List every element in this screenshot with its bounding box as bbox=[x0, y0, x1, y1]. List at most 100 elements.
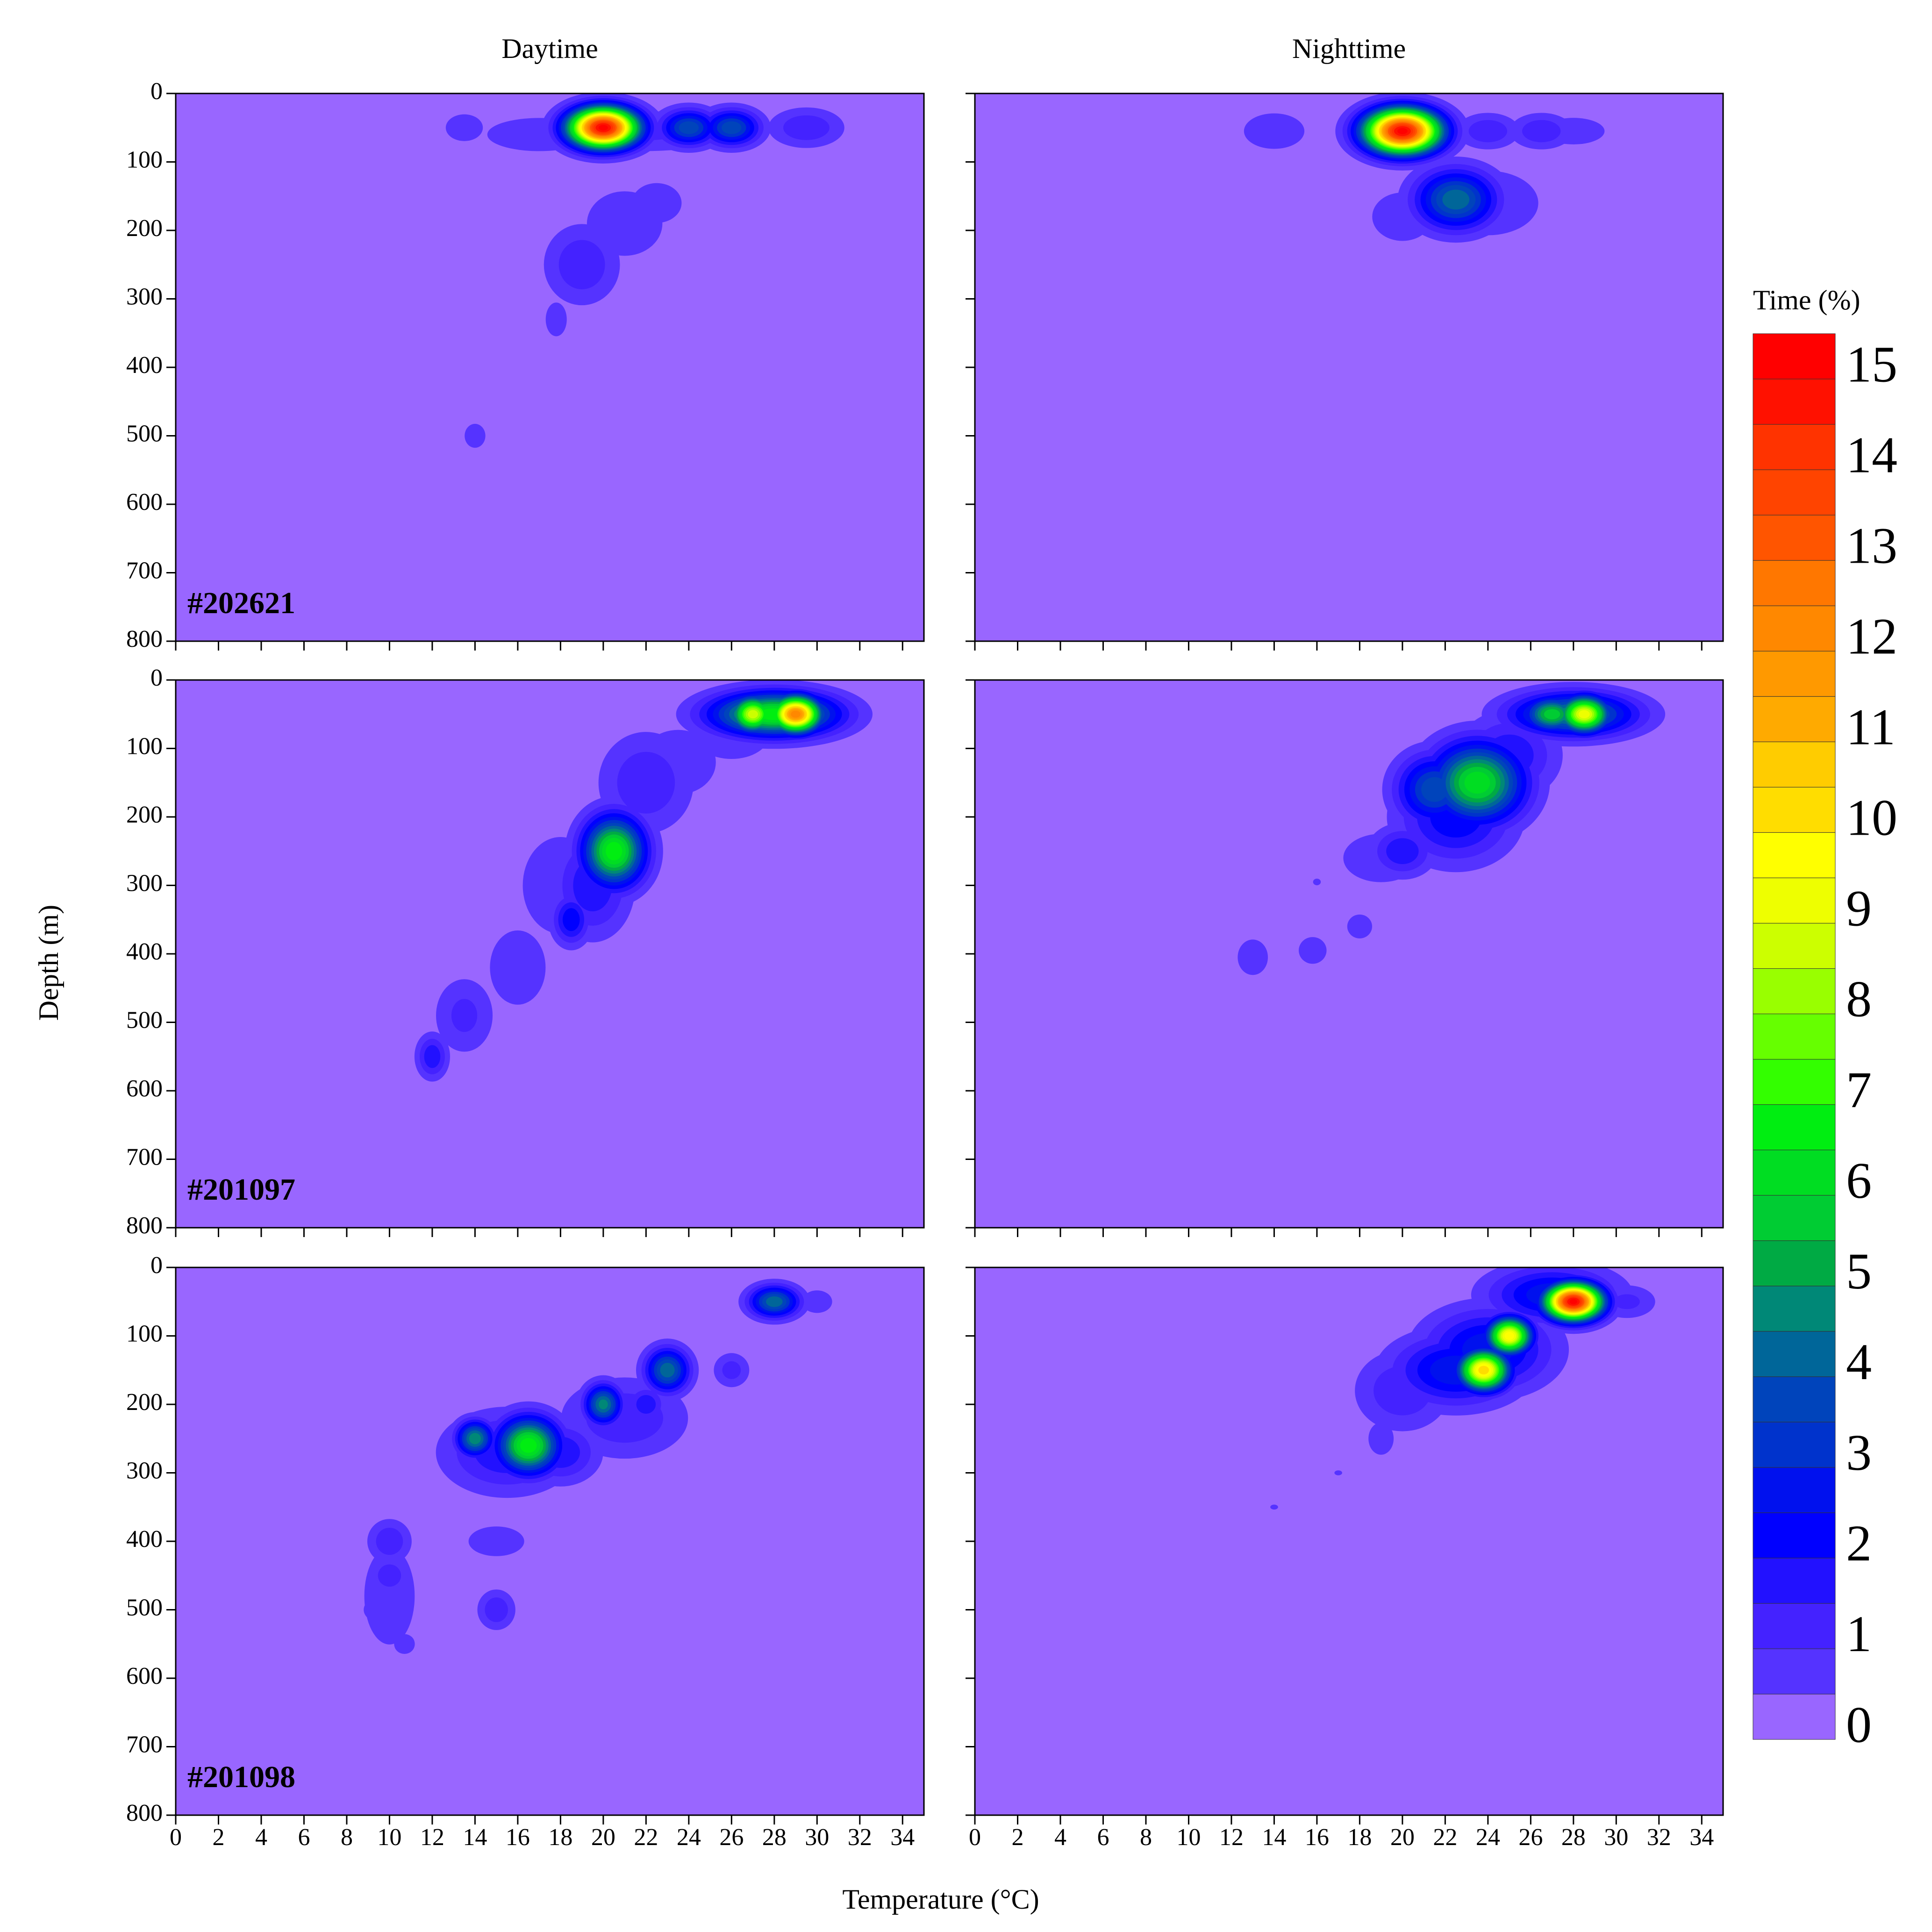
contour-band bbox=[1468, 120, 1508, 143]
colorbar-band bbox=[1753, 515, 1836, 561]
y-axis-label: Depth (m) bbox=[33, 905, 64, 1021]
y-tick-label: 500 bbox=[126, 420, 163, 447]
x-tick-label: 0 bbox=[969, 1824, 981, 1851]
y-tick-label: 700 bbox=[126, 557, 163, 584]
contour-band bbox=[376, 1527, 403, 1555]
y-tick-label: 700 bbox=[126, 1731, 163, 1758]
colorbar-band bbox=[1753, 832, 1836, 878]
colorbar-band bbox=[1753, 1240, 1836, 1287]
contour-band bbox=[1421, 777, 1448, 802]
contour-band bbox=[378, 1564, 401, 1587]
contour-band bbox=[1334, 1470, 1342, 1475]
colorbar-tick-label: 7 bbox=[1846, 1061, 1872, 1118]
colorbar-band bbox=[1753, 469, 1836, 515]
colorbar-band bbox=[1753, 741, 1836, 787]
y-tick-label: 700 bbox=[126, 1144, 163, 1170]
colorbar-tick-label: 11 bbox=[1846, 699, 1896, 756]
x-tick-label: 16 bbox=[1305, 1824, 1329, 1851]
colorbar-band bbox=[1753, 1512, 1836, 1559]
contour-band bbox=[1478, 1366, 1489, 1374]
y-tick-label: 100 bbox=[126, 146, 163, 173]
x-tick-label: 20 bbox=[591, 1824, 615, 1851]
x-tick-label: 4 bbox=[1054, 1824, 1066, 1851]
contour-band bbox=[636, 1395, 656, 1414]
y-tick-label: 200 bbox=[126, 1389, 163, 1416]
colorbar-band bbox=[1753, 1104, 1836, 1151]
x-tick-label: 34 bbox=[890, 1824, 915, 1851]
contour-band bbox=[1542, 118, 1605, 144]
contour-band bbox=[562, 908, 580, 931]
plot-background bbox=[176, 680, 924, 1228]
plot-background bbox=[975, 1267, 1723, 1815]
contour-band bbox=[617, 751, 675, 814]
x-tick-label: 0 bbox=[170, 1824, 182, 1851]
y-tick-label: 400 bbox=[126, 352, 163, 379]
contour-band bbox=[1238, 939, 1268, 975]
contour-band bbox=[1313, 879, 1321, 886]
x-tick-label: 4 bbox=[255, 1824, 267, 1851]
colorbar-band bbox=[1753, 877, 1836, 923]
colorbar-band bbox=[1753, 923, 1836, 969]
colorbar-band bbox=[1753, 1648, 1836, 1695]
contour-layer bbox=[1244, 93, 1605, 243]
x-tick-label: 12 bbox=[1219, 1824, 1244, 1851]
colorbar-tick-label: 15 bbox=[1846, 336, 1897, 393]
panel-label: #202621 bbox=[187, 586, 295, 620]
column-title: Nighttime bbox=[1292, 33, 1406, 64]
contour-band bbox=[1504, 1332, 1514, 1340]
colorbar-tick-label: 2 bbox=[1846, 1515, 1872, 1572]
colorbar-title: Time (%) bbox=[1753, 285, 1860, 315]
colorbar-band bbox=[1753, 379, 1836, 425]
contour-band bbox=[1298, 937, 1327, 964]
contour-band bbox=[1614, 1294, 1640, 1309]
contour-band bbox=[445, 114, 483, 141]
contour-band bbox=[722, 1361, 741, 1379]
contour-layer bbox=[1270, 1267, 1655, 1510]
y-tick-label: 800 bbox=[126, 626, 163, 652]
x-tick-label: 2 bbox=[212, 1824, 224, 1851]
contour-band bbox=[1347, 914, 1372, 938]
colorbar-band bbox=[1753, 1331, 1836, 1377]
y-tick-label: 300 bbox=[126, 870, 163, 896]
contour-band bbox=[1442, 189, 1470, 210]
x-tick-label: 30 bbox=[1604, 1824, 1628, 1851]
y-tick-label: 500 bbox=[126, 1007, 163, 1033]
colorbar-tick-label: 4 bbox=[1846, 1333, 1872, 1390]
colorbar-band bbox=[1753, 1286, 1836, 1332]
x-tick-label: 6 bbox=[1097, 1824, 1109, 1851]
panel-label: #201098 bbox=[187, 1760, 295, 1794]
y-tick-label: 400 bbox=[126, 938, 163, 965]
contour-band bbox=[606, 842, 623, 860]
colorbar-tick-label: 0 bbox=[1846, 1696, 1872, 1753]
contour-band bbox=[364, 1547, 415, 1645]
contour-band bbox=[364, 1597, 394, 1622]
contour-band bbox=[1270, 1504, 1278, 1510]
y-tick-label: 100 bbox=[126, 1320, 163, 1347]
contour-band bbox=[791, 710, 801, 718]
x-tick-label: 6 bbox=[298, 1824, 310, 1851]
contour-band bbox=[394, 1634, 415, 1654]
contour-band bbox=[485, 1597, 508, 1622]
x-tick-label: 32 bbox=[1647, 1824, 1671, 1851]
contour-band bbox=[1244, 113, 1305, 149]
x-tick-label: 22 bbox=[1433, 1824, 1457, 1851]
contour-band bbox=[1578, 710, 1590, 718]
contour-layer bbox=[364, 1279, 832, 1654]
x-tick-label: 34 bbox=[1689, 1824, 1714, 1851]
contour-band bbox=[748, 710, 758, 719]
colorbar-band bbox=[1753, 1150, 1836, 1196]
colorbar-band bbox=[1753, 1467, 1836, 1513]
contour-band bbox=[1368, 1422, 1394, 1455]
x-tick-label: 10 bbox=[377, 1824, 401, 1851]
x-tick-label: 32 bbox=[848, 1824, 872, 1851]
colorbar-tick-label: 5 bbox=[1846, 1243, 1872, 1300]
x-tick-label: 8 bbox=[341, 1824, 353, 1851]
x-tick-label: 22 bbox=[634, 1824, 658, 1851]
contour-band bbox=[783, 115, 830, 140]
x-tick-label: 20 bbox=[1390, 1824, 1415, 1851]
contour-band bbox=[1464, 772, 1490, 794]
contour-band bbox=[631, 183, 682, 223]
x-tick-label: 14 bbox=[463, 1824, 487, 1851]
x-tick-label: 30 bbox=[805, 1824, 829, 1851]
contour-band bbox=[469, 1433, 481, 1445]
